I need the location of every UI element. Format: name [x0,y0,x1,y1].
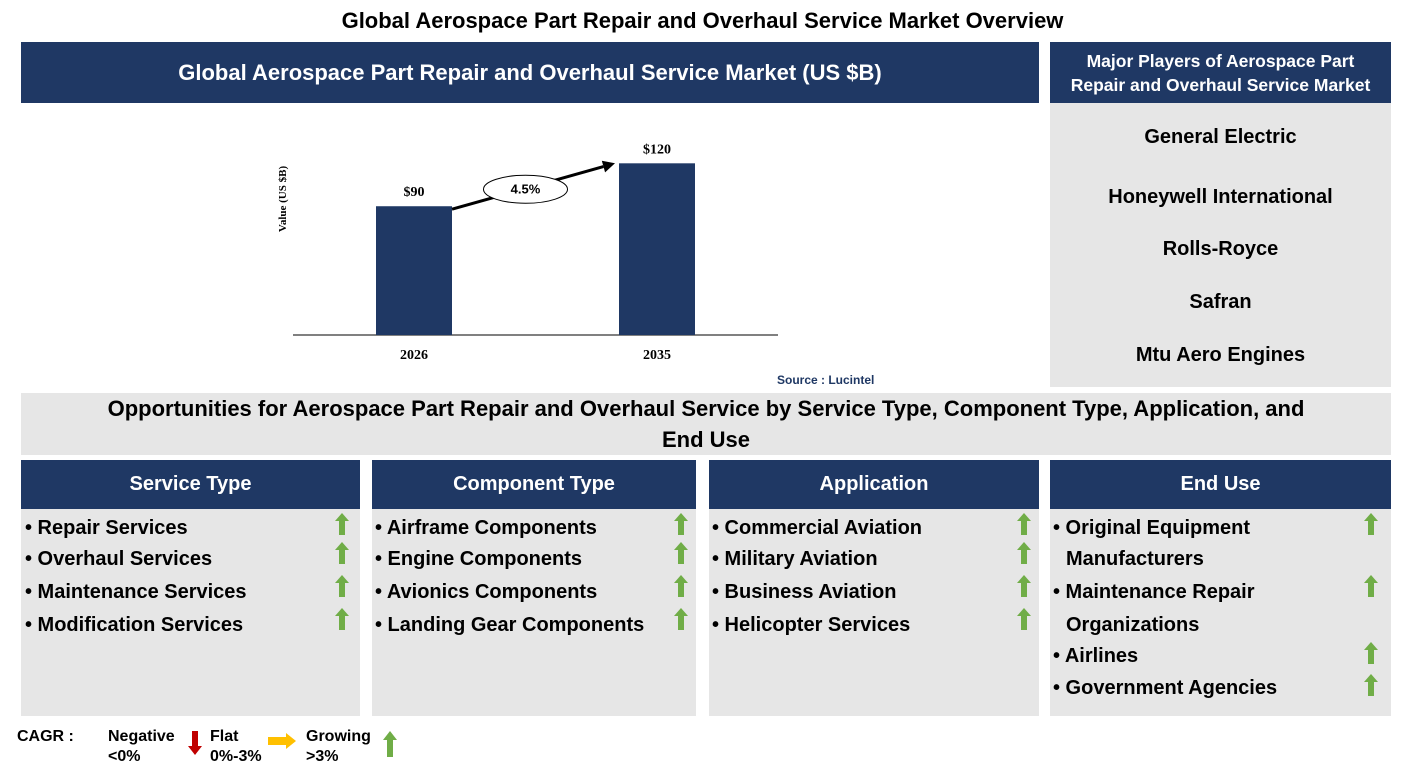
growing-arrow-icon [1364,575,1378,597]
segment-item: • Helicopter Services [712,614,911,636]
growing-arrow-icon [674,608,688,630]
segment-item: • Business Aviation [712,581,897,603]
growing-arrow-icon [1017,608,1031,630]
segment-item: • Airframe Components [375,517,597,539]
growing-arrow-icon [674,575,688,597]
players-header: Major Players of Aerospace Part Repair a… [1050,42,1391,103]
growing-arrow-icon [1364,513,1378,535]
segment-panel-service-type: • Repair Services • Overhaul Services • … [21,509,360,716]
segment-panel-end-use: • Original Equipment Manufacturers • Mai… [1050,509,1391,716]
legend-flat-range: 0%-3% [210,748,262,765]
opportunities-banner: Opportunities for Aerospace Part Repair … [21,393,1391,455]
segment-panel-application: • Commercial Aviation • Military Aviatio… [709,509,1039,716]
segment-item: • Maintenance Services [25,581,247,603]
cagr-bubble [483,174,568,204]
segment-item: • Overhaul Services [25,548,213,570]
segment-item-continued: Manufacturers [1066,548,1204,570]
growing-arrow-icon [674,542,688,564]
y-axis-label: Value (US $B) [277,166,289,233]
growing-arrow-icon [1364,642,1378,664]
segment-header-application: Application [709,460,1039,509]
negative-arrow-icon [188,731,202,755]
player-item: Safran [1189,291,1252,313]
data-label: $90 [404,185,425,200]
legend-cagr-label: CAGR : [17,728,74,745]
segment-item: • Commercial Aviation [712,517,923,539]
player-item: Rolls-Royce [1162,238,1279,260]
growing-arrow-icon [1017,542,1031,564]
player-item: Honeywell International [1108,186,1333,208]
player-item: Mtu Aero Engines [1135,344,1306,366]
x-tick-label: 2035 [643,348,671,363]
legend-growing-range: >3% [306,748,339,765]
segment-item: • Military Aviation [712,548,878,570]
legend-growing: Growing >3% [306,727,371,767]
data-label: $120 [643,142,671,157]
chart-header: Global Aerospace Part Repair and Overhau… [21,42,1039,103]
segment-item: • Government Agencies [1053,677,1278,699]
opportunities-line1: Opportunities for Aerospace Part Repair … [107,396,1305,421]
growing-arrow-icon [383,731,397,757]
segment-item: • Maintenance Repair [1053,581,1255,603]
cagr-arrowhead [601,160,615,173]
legend-negative-label: Negative [108,728,175,745]
legend-flat-label: Flat [210,728,239,745]
legend-negative: Negative <0% [108,727,175,767]
bar-2026 [376,206,452,335]
source-note: Source : Lucintel [777,373,875,387]
growing-arrow-icon [1017,575,1031,597]
segment-header-end-use: End Use [1050,460,1391,509]
segment-item: • Repair Services [25,517,188,539]
segment-item: • Airlines [1053,645,1139,667]
players-panel: General Electric Honeywell International… [1050,103,1391,387]
segment-item-continued: Organizations [1066,614,1200,636]
segment-item: • Engine Components [375,548,583,570]
segment-header-component-type: Component Type [372,460,696,509]
legend-flat: Flat 0%-3% [210,727,262,767]
segment-item: • Avionics Components [375,581,598,603]
growing-arrow-icon [335,513,349,535]
players-header-line2: Repair and Overhaul Service Market [1070,74,1371,95]
flat-arrow-icon [268,733,296,749]
players-header-line1: Major Players of Aerospace Part [1086,50,1355,71]
segment-item: • Original Equipment [1053,517,1251,539]
growing-arrow-icon [335,542,349,564]
growing-arrow-icon [335,608,349,630]
player-item: General Electric [1144,126,1297,148]
growing-arrow-icon [674,513,688,535]
growing-arrow-icon [335,575,349,597]
opportunities-line2: End Use [661,427,751,452]
cagr-label: 4.5% [511,182,541,197]
bar-chart: Value (US $B) $90 2026 $120 2035 4.5% [277,142,778,363]
growing-arrow-icon [1017,513,1031,535]
segment-header-service-type: Service Type [21,460,360,509]
legend-growing-label: Growing [306,728,371,745]
segment-panel-component-type: • Airframe Components • Engine Component… [372,509,696,716]
segment-item: • Modification Services [25,614,244,636]
legend-negative-range: <0% [108,748,141,765]
bar-2035 [619,163,695,335]
growing-arrow-icon [1364,674,1378,696]
page-title: Global Aerospace Part Repair and Overhau… [341,8,1064,33]
x-tick-label: 2026 [400,348,428,363]
segment-item: • Landing Gear Components [375,614,645,636]
